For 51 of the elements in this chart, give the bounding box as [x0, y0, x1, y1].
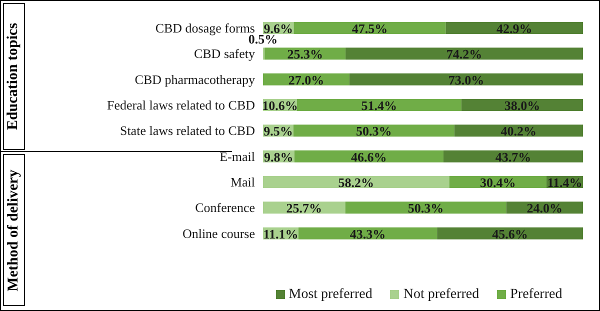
data-label: 45.6% — [492, 226, 528, 242]
data-label: 46.6% — [351, 149, 387, 164]
data-label: 47.5% — [352, 21, 388, 36]
data-label: 9.6% — [264, 21, 293, 36]
bar — [345, 202, 506, 214]
bar — [294, 22, 446, 34]
legend-label: Not preferred — [403, 287, 480, 302]
bar — [437, 227, 583, 240]
data-label: 25.7% — [286, 200, 322, 216]
y-tick-label: CBD dosage forms — [155, 20, 255, 36]
data-label: 10.6% — [262, 98, 298, 113]
data-label: 51.4% — [361, 98, 398, 113]
data-label: 25.3% — [287, 46, 323, 62]
data-label: 9.8% — [264, 149, 294, 164]
bar — [346, 48, 583, 60]
y-tick-label: E-mail — [220, 148, 256, 164]
data-label: 50.3% — [408, 200, 444, 216]
y-tick-label: State laws related to CBD — [120, 123, 255, 138]
bar — [443, 150, 583, 162]
data-label: 58.2% — [338, 175, 374, 190]
text: Method of delivery — [6, 169, 22, 291]
data-label: 30.4% — [480, 175, 516, 190]
data-label: 11.4% — [547, 175, 582, 190]
text: Education topics — [6, 23, 22, 130]
bar — [293, 124, 454, 137]
y-tick-label: Mail — [230, 174, 256, 190]
data-label: 11.1% — [263, 226, 298, 242]
data-label: 73.0% — [448, 72, 484, 88]
bar — [263, 176, 450, 188]
data-label: 43.7% — [495, 149, 532, 164]
bar — [298, 227, 438, 240]
bar — [349, 73, 583, 86]
data-label: 24.0% — [526, 200, 562, 216]
data-label: 50.3% — [356, 124, 392, 139]
data-label: 42.9% — [496, 21, 532, 36]
bar — [446, 22, 583, 34]
legend-label: Most preferred — [288, 287, 372, 302]
y-tick-label: Conference — [195, 200, 256, 216]
data-label: 27.0% — [288, 72, 324, 88]
legend-label: Preferred — [510, 287, 562, 302]
bar — [294, 150, 444, 162]
data-label: 38.0% — [504, 98, 540, 113]
y-tick-label: Federal laws related to CBD — [106, 97, 255, 112]
data-label: 9.5% — [264, 124, 293, 139]
bar — [296, 99, 462, 111]
data-label: 43.3% — [350, 226, 386, 242]
y-tick-label: CBD safety — [194, 46, 256, 62]
y-tick-label: Online course — [182, 226, 256, 241]
data-label: 74.2% — [446, 46, 482, 62]
y-tick-label: CBD pharmacotherapy — [134, 72, 256, 87]
data-label: 40.2% — [500, 124, 537, 139]
